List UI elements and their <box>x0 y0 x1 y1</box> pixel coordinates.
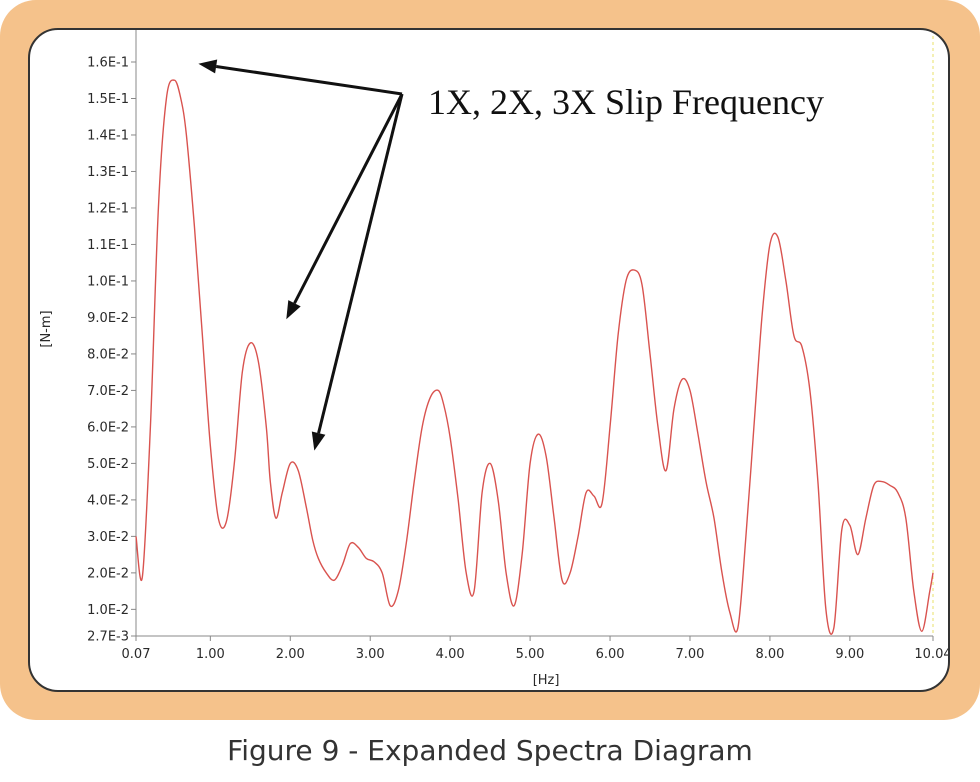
y-tick-label: 2.0E-2 <box>87 566 129 581</box>
annotation-arrow-line <box>293 93 404 304</box>
y-tick-label: 7.0E-2 <box>87 384 129 399</box>
x-tick-label: 5.00 <box>516 647 545 662</box>
annotation-arrow-head <box>311 431 326 451</box>
x-tick-label: 8.00 <box>755 647 784 662</box>
y-tick-label: 3.0E-2 <box>87 530 129 545</box>
x-tick-label: 0.07 <box>122 647 151 662</box>
spectrum-series-line <box>135 79 934 635</box>
y-tick-label: 6.0E-2 <box>87 420 129 435</box>
annotation-arrow-line <box>215 64 403 96</box>
y-tick-label: 4.0E-2 <box>87 493 129 508</box>
y-tick-label: 1.3E-1 <box>87 165 129 180</box>
y-axis-ticks: 2.7E-3 1.0E-2 2.0E-2 3.0E-2 4.0E-2 5.0E-2 6.0E… <box>87 56 136 645</box>
x-tick-label: 9.00 <box>835 647 864 662</box>
y-tick-label: 9.0E-2 <box>87 311 129 326</box>
x-tick-label: 10.04 <box>914 647 948 662</box>
y-tick-label: 1.1E-1 <box>87 238 129 253</box>
y-tick-label: 1.5E-1 <box>87 92 129 107</box>
y-tick-label: 1.2E-1 <box>87 201 129 216</box>
x-axis-ticks: 0.07 1.00 2.00 3.00 4.00 5.00 6.00 7.00 8.00 9.00… <box>122 636 948 662</box>
y-axis-label: [N-m] <box>39 310 54 347</box>
chart-frame: 2.7E-3 1.0E-2 2.0E-2 3.0E-2 4.0E-2 5.0E-2 6.0E… <box>0 0 980 720</box>
annotation-arrow-head <box>286 300 301 320</box>
y-tick-label: 1.0E-1 <box>87 274 129 289</box>
annotation-arrows <box>198 59 404 451</box>
x-axis-label: [Hz] <box>533 673 560 688</box>
x-tick-label: 3.00 <box>356 647 385 662</box>
y-tick-label: 1.4E-1 <box>87 128 129 143</box>
y-tick-label: 5.0E-2 <box>87 457 129 472</box>
figure-caption: Figure 9 - Expanded Spectra Diagram <box>227 734 753 767</box>
annotation-arrow-head <box>198 59 218 74</box>
slip-frequency-annotation: 1X, 2X, 3X Slip Frequency <box>428 82 824 122</box>
x-tick-label: 1.00 <box>196 647 225 662</box>
spectra-chart: 2.7E-3 1.0E-2 2.0E-2 3.0E-2 4.0E-2 5.0E-2 6.0E… <box>39 30 948 688</box>
annotation-arrow-line <box>317 93 404 434</box>
chart-panel: 2.7E-3 1.0E-2 2.0E-2 3.0E-2 4.0E-2 5.0E-2 6.0E… <box>28 28 950 692</box>
x-tick-label: 7.00 <box>676 647 705 662</box>
y-tick-label: 1.6E-1 <box>87 56 129 71</box>
x-tick-label: 4.00 <box>436 647 465 662</box>
x-tick-label: 6.00 <box>596 647 625 662</box>
y-tick-label: 1.0E-2 <box>87 603 129 618</box>
y-tick-label: 2.7E-3 <box>87 630 129 645</box>
x-tick-label: 2.00 <box>276 647 305 662</box>
y-tick-label: 8.0E-2 <box>87 347 129 362</box>
